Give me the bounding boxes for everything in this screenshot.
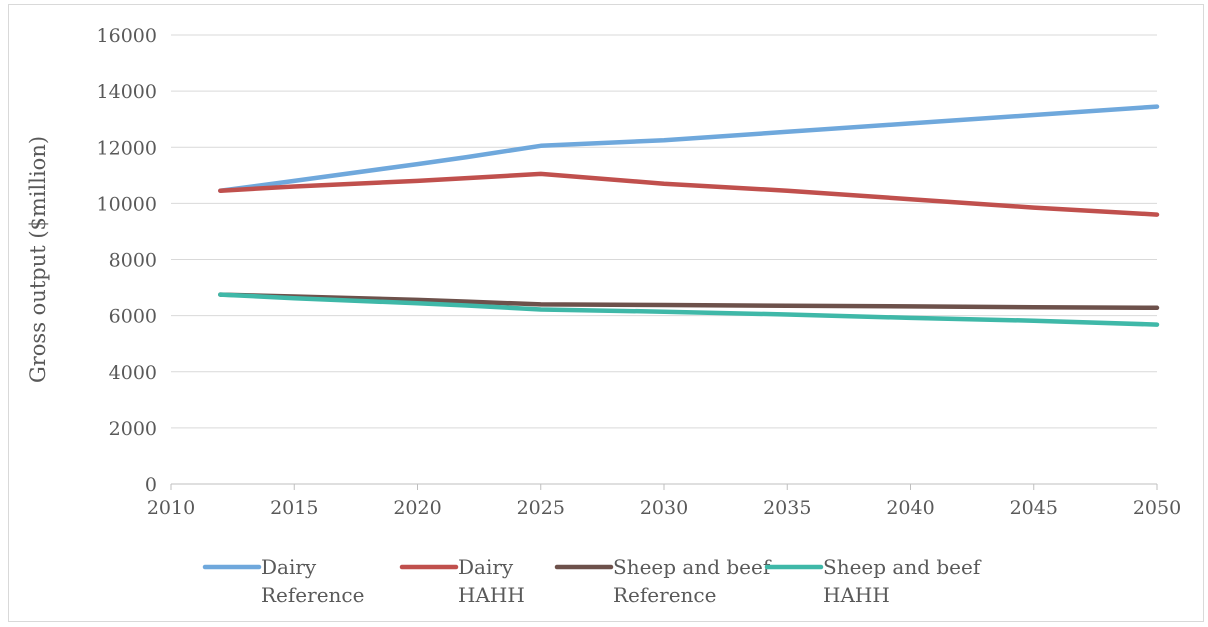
legend-label-1-0: Dairy [458, 555, 514, 579]
legend: Dairy Reference Dairy HAHH Sheep and beef Ref… [202, 555, 982, 607]
series-line-1 [218, 171, 1160, 217]
y-axis-label: Gross output ($million) [26, 136, 50, 383]
legend-label-3-0: Sheep and beef [823, 555, 982, 579]
x-tick-2020: 2020 [393, 497, 441, 519]
legend-label-2-1: Reference [613, 583, 716, 607]
y-tick-0: 0 [145, 474, 157, 496]
axes [170, 483, 1158, 490]
y-tick-12000: 12000 [97, 137, 157, 159]
y-tick-4000: 4000 [109, 362, 157, 384]
series-lines [218, 104, 1160, 327]
y-tick-6000: 6000 [109, 306, 157, 328]
series-line-2 [218, 292, 1160, 311]
x-tick-2045: 2045 [1010, 497, 1058, 519]
chart-frame: 0 2000 4000 6000 8000 10000 12000 14000 16000 20… [8, 4, 1204, 622]
legend-label-1-1: HAHH [458, 583, 525, 607]
legend-item-3: Sheep and beef HAHH [764, 555, 982, 607]
y-tick-2000: 2000 [109, 418, 157, 440]
x-tick-2015: 2015 [270, 497, 318, 519]
legend-item-1: Dairy HAHH [399, 555, 525, 607]
y-tick-labels: 0 2000 4000 6000 8000 10000 12000 14000 16000 [97, 25, 157, 496]
series-line-0 [218, 104, 1160, 193]
y-tick-16000: 16000 [97, 25, 157, 47]
series-line-3 [218, 292, 1160, 327]
x-tick-2030: 2030 [640, 497, 688, 519]
gridlines [171, 34, 1157, 429]
legend-item-0: Dairy Reference [202, 555, 364, 607]
x-tick-2010: 2010 [147, 497, 195, 519]
y-tick-14000: 14000 [97, 81, 157, 103]
legend-label-0-1: Reference [261, 583, 364, 607]
legend-label-0-0: Dairy [261, 555, 317, 579]
x-tick-2025: 2025 [517, 497, 565, 519]
line-chart: 0 2000 4000 6000 8000 10000 12000 14000 16000 20… [26, 25, 1181, 607]
legend-item-2: Sheep and beef Reference [554, 555, 772, 607]
x-tick-labels: 2010 2015 2020 2025 2030 2035 2040 2045 2050 [147, 497, 1181, 519]
legend-label-2-0: Sheep and beef [613, 555, 772, 579]
x-tick-2040: 2040 [886, 497, 934, 519]
legend-label-3-1: HAHH [823, 583, 890, 607]
y-tick-10000: 10000 [97, 193, 157, 215]
x-tick-2050: 2050 [1133, 497, 1181, 519]
y-tick-8000: 8000 [109, 250, 157, 272]
x-tick-2035: 2035 [763, 497, 811, 519]
